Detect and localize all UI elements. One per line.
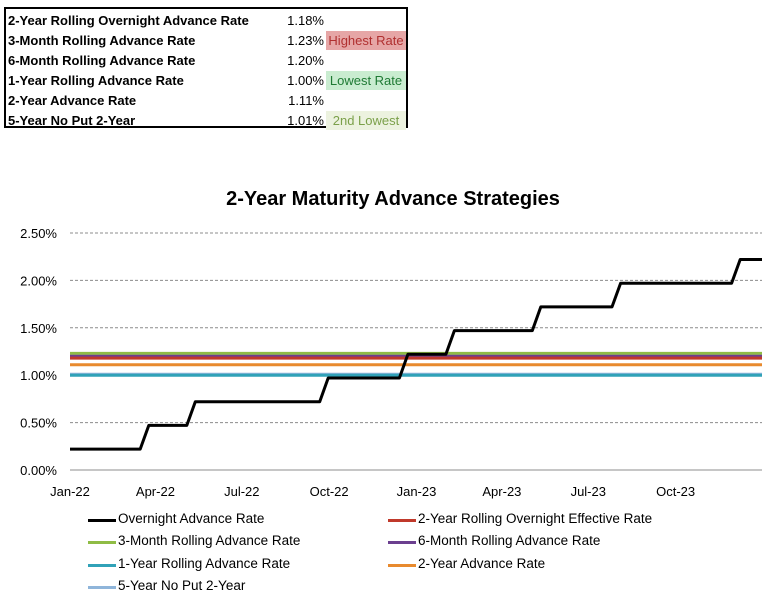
chart-title: 2-Year Maturity Advance Strategies (226, 188, 560, 210)
second-lowest-badge: 2nd Lowest (326, 111, 406, 130)
lowest-rate-badge: Lowest Rate (326, 71, 406, 90)
x-tick-label: Jan-22 (50, 484, 90, 499)
summary-row: 2-Year Advance Rate 1.11% (8, 91, 406, 111)
y-tick-label: 0.50% (20, 416, 57, 431)
row-name: 2-Year Advance Rate (8, 93, 137, 108)
y-tick-label: 2.00% (20, 273, 57, 288)
x-tick-label: Jul-23 (571, 484, 606, 499)
y-tick-label: 0.00% (20, 463, 57, 478)
summary-row: 2-Year Rolling Overnight Advance Rate 1.… (8, 11, 406, 31)
row-rate: 1.18% (287, 13, 324, 28)
row-rate: 1.23% (287, 33, 324, 48)
row-rate: 1.00% (287, 73, 324, 88)
row-name: 2-Year Rolling Overnight Advance Rate (8, 13, 249, 28)
y-tick-label: 1.50% (20, 321, 57, 336)
y-tick-label: 2.50% (20, 226, 57, 241)
x-tick-label: Oct-22 (310, 484, 349, 499)
row-rate: 1.20% (287, 53, 324, 68)
summary-row: 3-Month Rolling Advance Rate 1.23% Highe… (8, 31, 406, 51)
row-rate: 1.11% (288, 93, 324, 108)
x-tick-label: Apr-23 (482, 484, 521, 499)
x-tick-label: Jan-23 (397, 484, 437, 499)
y-tick-label: 1.00% (20, 368, 57, 383)
summary-table: 2-Year Rolling Overnight Advance Rate 1.… (4, 7, 408, 131)
row-name: 1-Year Rolling Advance Rate (8, 73, 184, 88)
x-tick-label: Oct-23 (656, 484, 695, 499)
highest-rate-badge: Highest Rate (326, 31, 406, 50)
row-name: 3-Month Rolling Advance Rate (8, 33, 196, 48)
x-tick-label: Apr-22 (136, 484, 175, 499)
row-name: 5-Year No Put 2-Year (8, 113, 136, 128)
x-tick-label: Jul-22 (224, 484, 259, 499)
row-name: 6-Month Rolling Advance Rate (8, 53, 196, 68)
row-rate: 1.01% (287, 113, 324, 128)
summary-row: 5-Year No Put 2-Year 1.01% 2nd Lowest (8, 111, 406, 131)
summary-row: 1-Year Rolling Advance Rate 1.00% Lowest… (8, 71, 406, 91)
overnight-rate-line (70, 258, 762, 451)
summary-row: 6-Month Rolling Advance Rate 1.20% (8, 51, 406, 71)
